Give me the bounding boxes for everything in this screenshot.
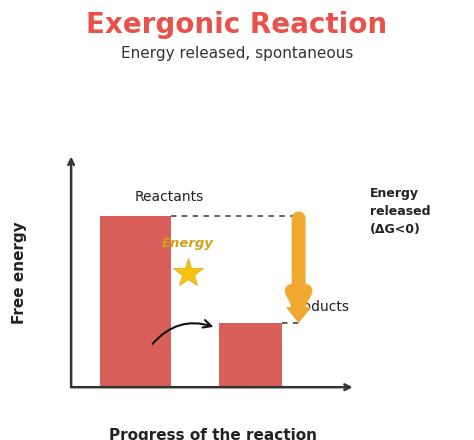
Text: Energy
released
(ΔG<0): Energy released (ΔG<0) bbox=[370, 187, 430, 236]
FancyArrow shape bbox=[286, 307, 311, 323]
Bar bbox=[219, 323, 282, 387]
Bar bbox=[100, 216, 171, 387]
Bar bbox=[294, 216, 304, 309]
Text: Progress of the reaction: Progress of the reaction bbox=[109, 429, 317, 440]
Text: Exergonic Reaction: Exergonic Reaction bbox=[86, 11, 388, 39]
Text: Energy: Energy bbox=[162, 237, 214, 250]
Text: Free energy: Free energy bbox=[12, 221, 27, 324]
Text: Reactants: Reactants bbox=[135, 190, 204, 204]
Text: Products: Products bbox=[290, 300, 350, 314]
Text: Energy released, spontaneous: Energy released, spontaneous bbox=[121, 46, 353, 61]
